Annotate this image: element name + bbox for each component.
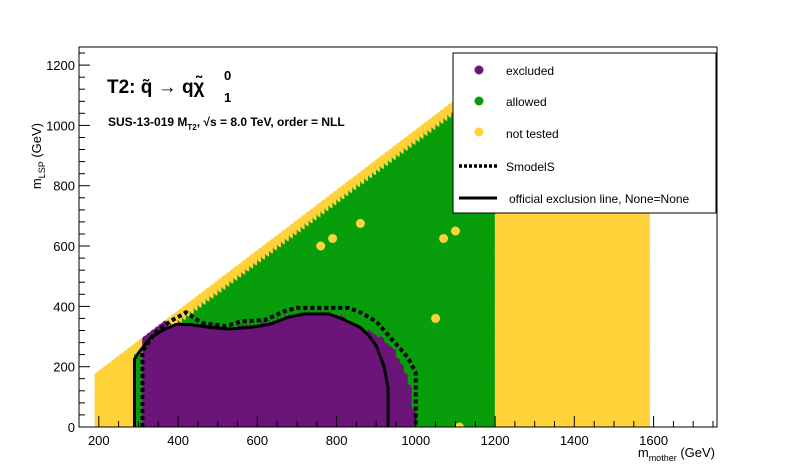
- grid-points: [94, 69, 650, 427]
